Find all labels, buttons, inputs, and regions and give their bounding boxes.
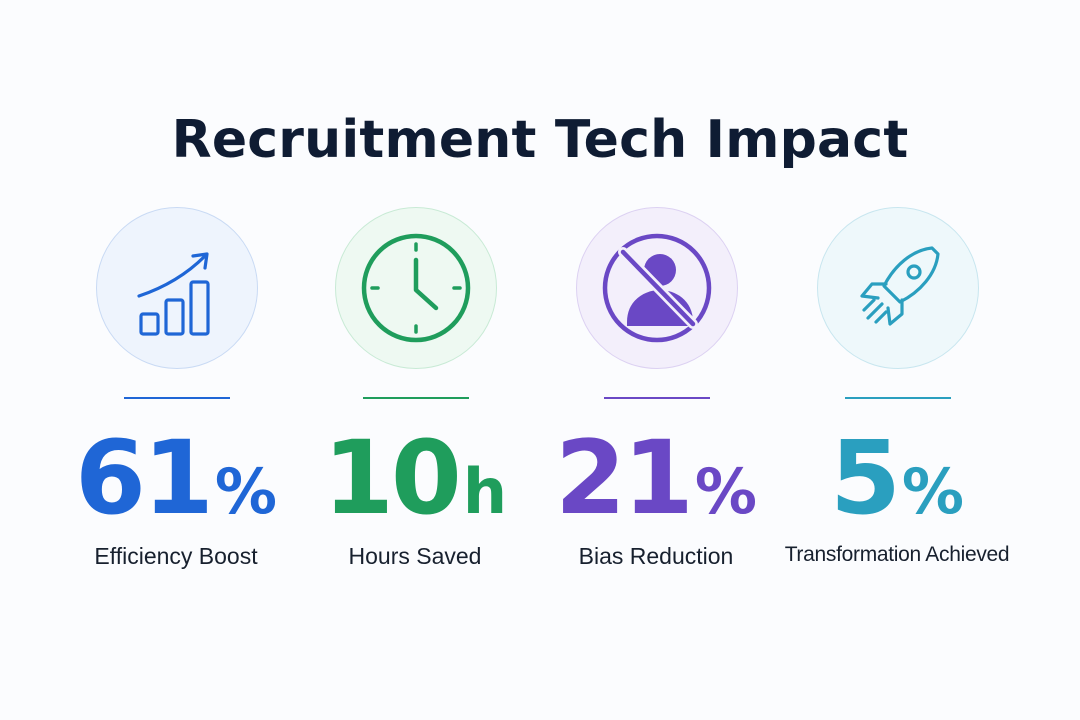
stat-divider [124,397,230,399]
stat-value: 21% [536,419,776,568]
icon-circle [335,207,497,369]
stat-card-bias: 21% Bias Reduction [536,207,776,587]
stat-number: 61 [74,419,214,538]
stat-card-efficiency: 61% Efficiency Boost [56,207,296,587]
stat-label: Bias Reduction [578,543,734,569]
stat-unit: h [462,455,508,528]
rocket-icon [860,246,940,326]
stat-label: Transformation Achieved [784,543,1010,566]
stat-card-transformation: 5% Transformation Achieved [777,207,1017,587]
stat-value: 61% [56,419,296,568]
stat-unit: % [694,455,758,528]
stat-number: 21 [554,419,694,538]
stat-divider [845,397,951,399]
stat-number: 5 [829,419,901,538]
icon-circle [817,207,979,369]
stat-unit: % [214,455,278,528]
stat-number: 10 [322,419,462,538]
stat-divider [604,397,710,399]
clock-icon [361,233,471,343]
stat-label: Hours Saved [348,543,482,569]
stat-value: 5% [777,419,1017,568]
growth-chart-icon [137,252,210,336]
page-title: Recruitment Tech Impact [171,109,909,170]
stat-divider [363,397,469,399]
stat-unit: % [901,455,965,528]
stat-label: Efficiency Boost [94,543,258,569]
icon-circle [576,207,738,369]
no-bias-icon [602,233,712,343]
stat-card-hours: 10h Hours Saved [295,207,535,587]
stat-value: 10h [295,419,535,568]
icon-circle [96,207,258,369]
